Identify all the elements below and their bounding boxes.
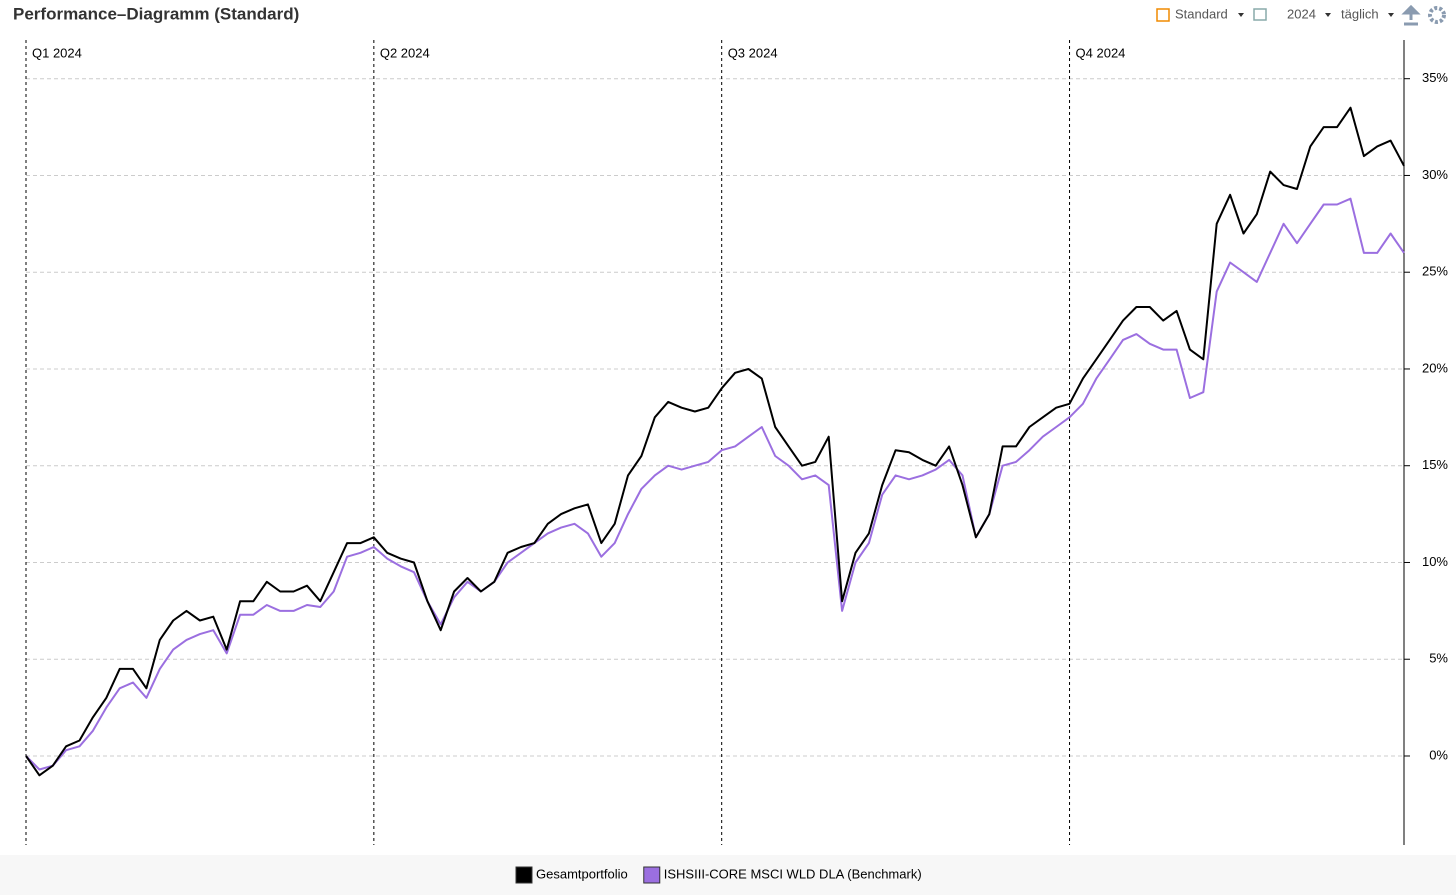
settings-icon[interactable] [1428, 6, 1446, 24]
year-select[interactable]: 2024 [1287, 6, 1316, 21]
view-select[interactable]: Standard [1175, 6, 1228, 21]
y-tick-label: 0% [1429, 747, 1448, 762]
legend-label: ISHSIII-CORE MSCI WLD DLA (Benchmark) [664, 866, 922, 881]
x-tick-label: Q4 2024 [1076, 45, 1126, 60]
page-title: Performance–Diagramm (Standard) [13, 4, 299, 23]
export-icon[interactable] [1401, 4, 1421, 26]
legend-band [0, 855, 1456, 895]
x-tick-label: Q2 2024 [380, 45, 430, 60]
x-tick-label: Q1 2024 [32, 45, 82, 60]
y-tick-label: 25% [1422, 264, 1448, 279]
view-icon[interactable] [1156, 8, 1170, 22]
y-tick-label: 30% [1422, 167, 1448, 182]
y-tick-label: 5% [1429, 651, 1448, 666]
series-line [25, 197, 1405, 771]
legend-swatch [515, 866, 533, 884]
legend-label: Gesamtportfolio [536, 866, 628, 881]
expand-icon[interactable] [1253, 8, 1267, 21]
legend-swatch [643, 866, 661, 884]
dropdown-arrow[interactable] [1388, 13, 1394, 17]
y-tick-label: 35% [1422, 70, 1448, 85]
series-line [25, 106, 1405, 777]
y-tick-label: 15% [1422, 457, 1448, 472]
dropdown-arrow[interactable] [1325, 13, 1331, 17]
y-tick-label: 20% [1422, 360, 1448, 375]
x-tick-label: Q3 2024 [728, 45, 778, 60]
dropdown-arrow[interactable] [1238, 13, 1244, 17]
y-tick-label: 10% [1422, 554, 1448, 569]
interval-select[interactable]: täglich [1341, 6, 1379, 21]
